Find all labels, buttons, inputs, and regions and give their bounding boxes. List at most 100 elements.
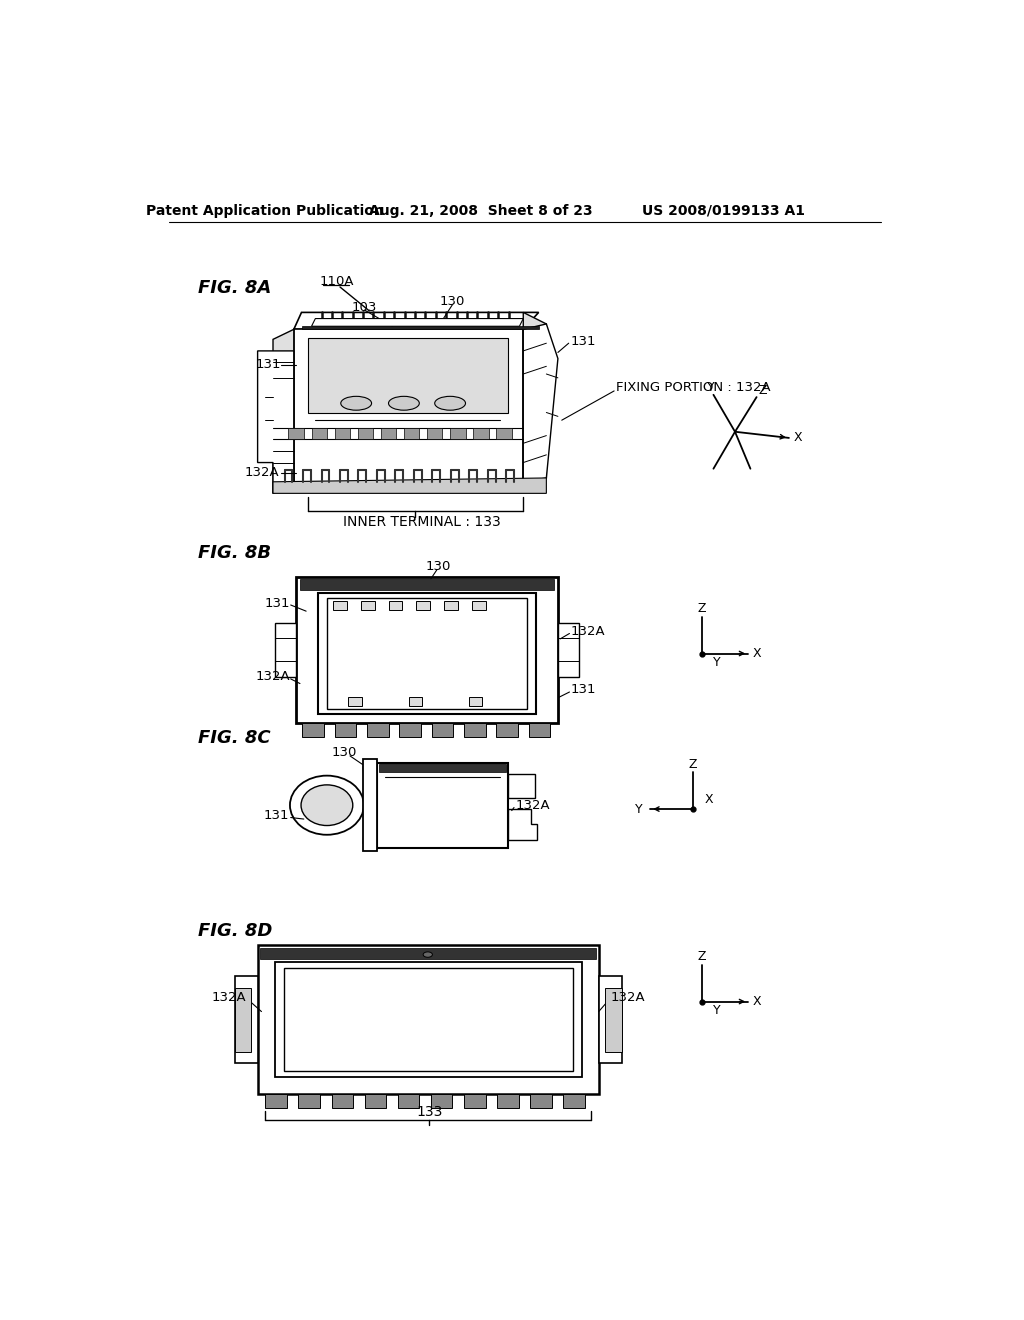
Ellipse shape [301,785,353,825]
Text: 132A: 132A [245,466,280,479]
Polygon shape [472,601,485,610]
Text: 130: 130 [426,560,452,573]
Polygon shape [327,598,527,709]
Text: X: X [705,793,713,807]
Text: 131: 131 [264,597,290,610]
Polygon shape [296,577,558,723]
Polygon shape [451,428,466,440]
Text: Y: Y [635,803,643,816]
Polygon shape [298,1094,319,1107]
Text: Patent Application Publication: Patent Application Publication [146,203,384,218]
Polygon shape [289,428,304,440]
Text: Z: Z [697,602,707,615]
Polygon shape [360,601,375,610]
Polygon shape [497,723,518,737]
Polygon shape [333,601,347,610]
Polygon shape [388,601,402,610]
Text: FIG. 8C: FIG. 8C [199,729,271,747]
Polygon shape [273,478,547,494]
Polygon shape [563,1094,585,1107]
Polygon shape [599,977,622,1063]
Text: INNER TERMINAL : 133: INNER TERMINAL : 133 [343,515,501,529]
Polygon shape [258,945,599,1094]
Polygon shape [399,723,421,737]
Polygon shape [273,330,294,494]
Text: 131: 131 [255,358,281,371]
Polygon shape [523,313,547,482]
Polygon shape [364,759,377,851]
Text: 133: 133 [416,1105,442,1118]
Polygon shape [508,775,535,797]
Text: FIG. 8B: FIG. 8B [199,544,271,562]
Polygon shape [605,987,622,1052]
Text: Y: Y [713,1005,720,1018]
Polygon shape [379,764,506,772]
Polygon shape [258,351,294,494]
Ellipse shape [341,396,372,411]
Polygon shape [508,809,538,840]
Polygon shape [335,723,356,737]
Text: FIXING PORTION : 132A: FIXING PORTION : 132A [615,381,770,395]
Text: X: X [794,432,803,445]
Polygon shape [284,969,572,1071]
Text: FIG. 8A: FIG. 8A [199,279,271,297]
Polygon shape [497,428,512,440]
Ellipse shape [435,396,466,411]
Polygon shape [469,697,482,706]
Text: 131: 131 [570,335,596,348]
Polygon shape [464,1094,485,1107]
Polygon shape [473,428,488,440]
Polygon shape [317,594,537,714]
Polygon shape [302,723,324,737]
Polygon shape [497,1094,518,1107]
Polygon shape [274,623,296,677]
Text: 132A: 132A [515,799,550,812]
Text: Z: Z [688,758,697,771]
Polygon shape [294,330,523,482]
Text: 130: 130 [332,746,357,759]
Polygon shape [300,579,554,590]
Polygon shape [301,326,539,330]
Polygon shape [558,623,580,677]
Ellipse shape [423,952,432,957]
Text: US 2008/0199133 A1: US 2008/0199133 A1 [642,203,805,218]
Polygon shape [530,1094,552,1107]
Polygon shape [403,428,419,440]
Ellipse shape [290,776,364,834]
Polygon shape [332,1094,353,1107]
Polygon shape [377,763,508,847]
Polygon shape [528,723,550,737]
Text: X: X [753,995,762,1008]
Polygon shape [409,697,422,706]
Polygon shape [381,428,396,440]
Text: 132A: 132A [255,671,290,684]
Polygon shape [427,428,442,440]
Polygon shape [416,601,430,610]
Polygon shape [311,318,523,326]
Polygon shape [523,323,558,482]
Text: Y: Y [713,656,720,669]
Polygon shape [311,428,327,440]
Polygon shape [365,1094,386,1107]
Polygon shape [431,1094,453,1107]
Polygon shape [307,338,508,412]
Text: 131: 131 [571,684,597,696]
Text: 131: 131 [264,809,289,822]
Polygon shape [234,977,258,1063]
Text: 110A: 110A [319,275,354,288]
Polygon shape [367,723,388,737]
Text: 132A: 132A [211,991,246,1005]
Polygon shape [335,428,350,440]
Polygon shape [444,601,458,610]
Polygon shape [265,1094,287,1107]
Polygon shape [260,948,596,960]
Text: X: X [753,647,762,660]
Polygon shape [397,1094,419,1107]
Polygon shape [274,962,582,1077]
Text: Aug. 21, 2008  Sheet 8 of 23: Aug. 21, 2008 Sheet 8 of 23 [369,203,593,218]
Text: FIG. 8D: FIG. 8D [199,921,272,940]
Text: 132A: 132A [571,624,605,638]
Polygon shape [294,313,539,330]
Text: 132A: 132A [611,991,646,1005]
Polygon shape [464,723,485,737]
